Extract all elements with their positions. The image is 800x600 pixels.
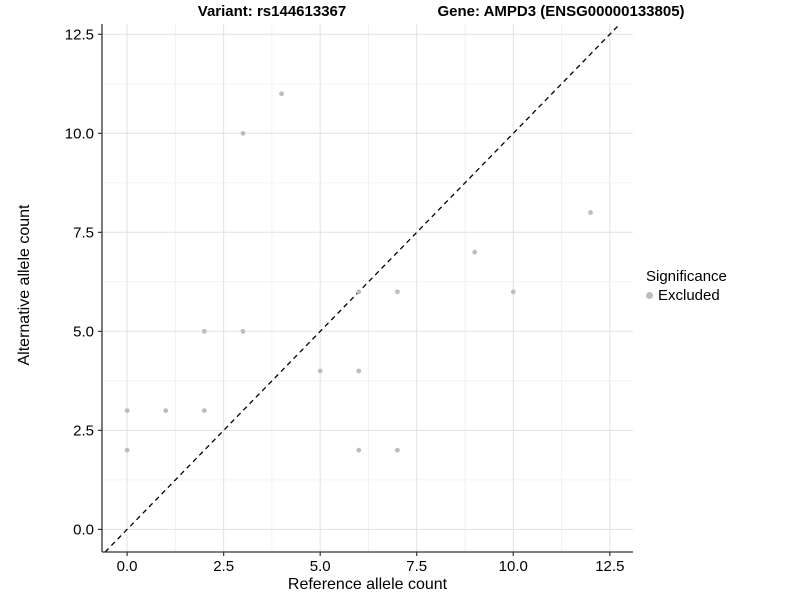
data-point xyxy=(124,447,130,453)
x-tick-label: 7.5 xyxy=(406,558,427,575)
data-point xyxy=(395,447,400,453)
data-point xyxy=(163,408,169,413)
legend: Significance Excluded xyxy=(646,268,727,304)
x-tick-label: 10.0 xyxy=(499,558,528,575)
plot-title-gene: Gene: AMPD3 (ENSG00000133805) xyxy=(437,3,685,20)
legend-item-label: Excluded xyxy=(658,287,720,304)
data-point xyxy=(124,408,130,413)
plot-title-variant: Variant: rs144613367 xyxy=(197,3,347,20)
data-point xyxy=(356,447,362,453)
data-point xyxy=(317,368,323,374)
legend-title: Significance xyxy=(646,268,727,285)
data-point xyxy=(472,249,478,255)
y-tick-label: 0.0 xyxy=(73,521,94,538)
x-tick-label: 2.5 xyxy=(213,558,234,575)
y-tick-label: 7.5 xyxy=(73,224,94,241)
data-point xyxy=(356,289,362,295)
y-tick-label: 2.5 xyxy=(73,422,94,439)
identity-line xyxy=(104,23,621,553)
x-tick-label: 0.0 xyxy=(117,558,138,575)
data-point xyxy=(395,289,400,295)
data-point xyxy=(588,210,593,215)
data-point xyxy=(201,328,207,334)
x-axis-label: Reference allele count xyxy=(287,576,448,593)
x-tick-label: 5.0 xyxy=(310,558,331,575)
y-tick-label: 10.0 xyxy=(65,125,94,142)
data-point xyxy=(201,408,207,413)
legend-point-icon xyxy=(646,292,653,299)
data-point xyxy=(240,130,246,136)
data-point xyxy=(510,289,516,295)
legend-item-excluded: Excluded xyxy=(646,287,727,304)
data-point xyxy=(279,91,284,97)
y-tick-label: 12.5 xyxy=(65,26,94,43)
y-tick-label: 5.0 xyxy=(73,323,94,340)
y-axis-label: Alternative allele count xyxy=(16,204,33,366)
data-point xyxy=(240,328,246,334)
x-tick-label: 12.5 xyxy=(595,558,624,575)
data-point xyxy=(356,368,362,374)
